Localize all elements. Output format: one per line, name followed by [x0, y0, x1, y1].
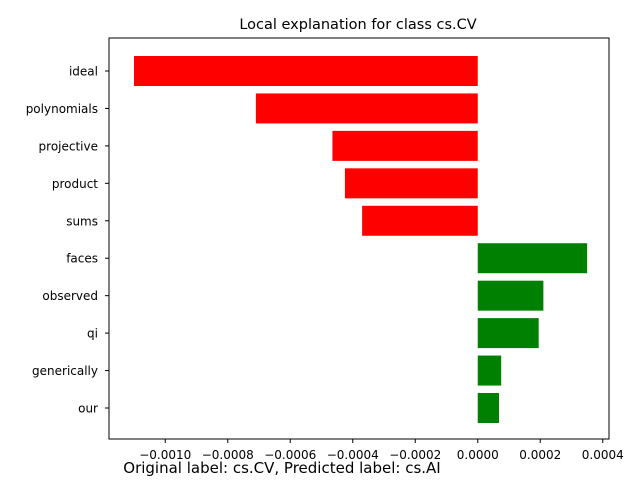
x-tick-label: −0.0002 [389, 448, 441, 462]
bar-our [477, 393, 499, 423]
y-tick-label: faces [66, 252, 98, 266]
x-tick-label: 0.0002 [519, 448, 561, 462]
bar-faces [477, 243, 588, 274]
y-tick-label: sums [66, 214, 98, 228]
bar-projective [332, 130, 478, 161]
y-tick-label: projective [39, 139, 98, 153]
y-tick-label: ideal [69, 65, 98, 79]
y-tick-label: qi [87, 327, 98, 341]
y-tick-label: product [52, 177, 98, 191]
y-tick-label: polynomials [26, 102, 98, 116]
bar-qi [477, 318, 539, 349]
y-tick-label: observed [42, 289, 98, 303]
caption-row: Original label: cs.CV, Predicted label: … [0, 458, 640, 478]
bar-ideal [134, 56, 478, 86]
y-ticks: ideal polynomials projective product sums fac… [26, 65, 109, 416]
chart-title: Local explanation for class cs.CV [239, 17, 476, 33]
x-tick-label: 0.0000 [457, 448, 499, 462]
bars-group [134, 56, 588, 423]
bar-product [344, 168, 478, 199]
x-tick-label: −0.0008 [202, 448, 254, 462]
caption: Original label: cs.CV, Predicted label: … [123, 459, 441, 477]
bar-generically [477, 355, 502, 386]
bar-polynomials [255, 93, 478, 124]
x-ticks: −0.0010 −0.0008 −0.0006 −0.0004 −0.0002 0.000… [139, 439, 624, 462]
y-tick-label: our [78, 402, 98, 416]
x-tick-label: −0.0006 [264, 448, 316, 462]
y-tick-label: generically [32, 364, 98, 378]
x-tick-label: 0.0004 [582, 448, 624, 462]
bar-sums [362, 205, 478, 236]
x-tick-label: −0.0010 [139, 448, 191, 462]
bar-observed [477, 280, 544, 311]
plot-frame [108, 37, 610, 440]
x-tick-label: −0.0004 [327, 448, 379, 462]
